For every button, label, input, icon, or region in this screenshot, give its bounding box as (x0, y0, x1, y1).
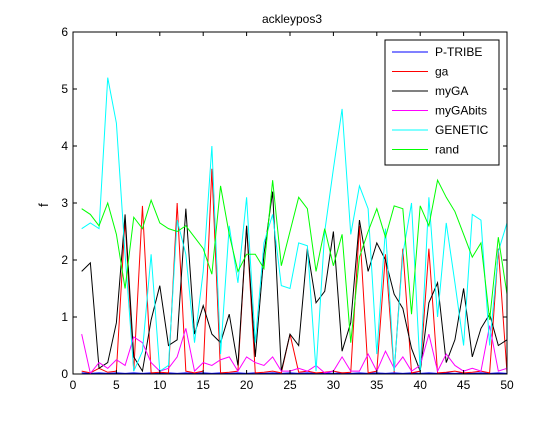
y-tick-label: 2 (61, 253, 68, 267)
legend-label: GENETIC (435, 123, 489, 137)
legend: P-TRIBE ga myGA myGAbits GENETIC rand (384, 39, 500, 166)
y-tick-label: 0 (61, 367, 68, 381)
series-line-rand (81, 178, 508, 343)
x-tick-label: 15 (197, 378, 211, 392)
y-tick-label: 5 (61, 82, 68, 96)
series-lines (81, 77, 508, 375)
series-line-mygabits (81, 325, 508, 375)
x-tick-label: 45 (457, 378, 471, 392)
x-tick-label: 25 (283, 378, 297, 392)
x-tick-label: 10 (153, 378, 167, 392)
x-tick-label: 20 (240, 378, 254, 392)
x-tick-label: 5 (113, 378, 120, 392)
series-line-genetic (81, 77, 508, 373)
x-tick-label: 30 (327, 378, 341, 392)
x-tick-label: 50 (500, 378, 514, 392)
y-tick-label: 1 (61, 310, 68, 324)
chart-title: ackleypos3 (262, 12, 322, 26)
legend-box (384, 39, 500, 166)
legend-label: myGAbits (435, 104, 487, 118)
x-tick-label: 0 (70, 378, 77, 392)
series-line-ga (81, 168, 508, 374)
y-tick-label: 3 (61, 196, 68, 210)
series-line-myga (81, 191, 508, 373)
legend-label: myGA (435, 84, 468, 98)
x-tick-label: 40 (414, 378, 428, 392)
y-tick-label: 6 (61, 25, 68, 39)
y-tick-label: 4 (61, 139, 68, 153)
x-tick-label: 35 (370, 378, 384, 392)
legend-label: P-TRIBE (435, 45, 482, 59)
y-axis-label: f (36, 203, 51, 207)
legend-label: rand (435, 143, 459, 157)
legend-label: ga (435, 65, 449, 79)
